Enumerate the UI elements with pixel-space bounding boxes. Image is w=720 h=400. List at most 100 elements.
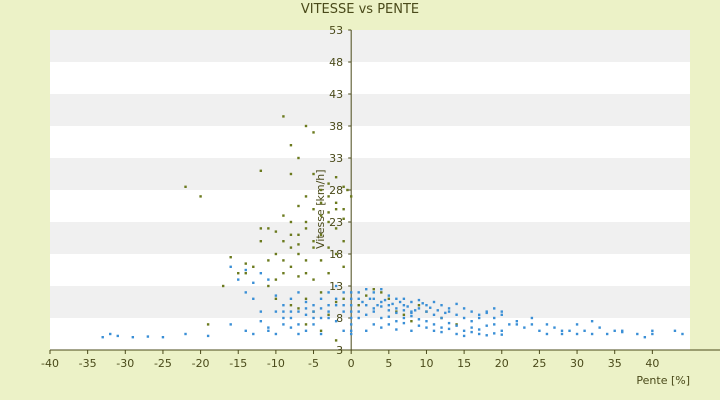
data-point-series-2 [553,326,556,329]
data-point-series-1 [334,201,338,204]
x-axis-title: Pente [%] [636,374,690,387]
x-tick-label: -30 [116,357,134,370]
y-tick-label: 8 [336,312,343,325]
data-point-series-1 [304,272,308,275]
x-tick-label: 20 [495,357,509,370]
data-point-series-2 [402,297,406,300]
data-point-series-2 [575,332,579,336]
data-point-series-2 [530,316,534,320]
data-point-series-2 [410,300,413,304]
data-point-series-2 [229,265,232,268]
data-point-series-2 [395,311,398,315]
data-point-series-1 [244,262,247,265]
data-point-series-2 [417,324,421,327]
data-point-series-1 [282,115,285,118]
data-point-series-2 [613,329,616,332]
data-point-series-2 [455,313,458,316]
data-point-series-2 [500,329,503,332]
data-point-series-1 [289,220,293,224]
data-point-series-1 [327,272,330,275]
data-point-series-2 [368,297,372,300]
data-point-series-2 [131,336,135,339]
data-point-series-2 [387,315,391,318]
data-point-series-2 [101,336,104,339]
data-point-series-2 [515,320,519,323]
grid-band [50,126,690,158]
data-point-series-1 [346,188,349,192]
data-point-series-2 [380,300,383,304]
data-point-series-1 [289,304,293,307]
data-point-series-2 [485,310,488,313]
data-point-series-1 [327,220,330,224]
data-point-series-2 [493,332,496,335]
data-point-series-2 [425,304,428,307]
data-point-series-2 [349,329,353,332]
x-tick-label: 30 [570,357,584,370]
data-point-series-2 [319,316,323,320]
y-tick-label: 23 [329,216,343,229]
data-point-series-2 [530,323,534,326]
data-point-series-1 [319,329,323,332]
data-point-series-2 [402,321,406,325]
data-point-series-2 [252,281,255,284]
data-point-series-2 [365,288,368,291]
data-point-series-2 [485,311,488,315]
data-point-series-2 [357,291,360,294]
data-point-series-2 [673,329,677,332]
data-point-series-2 [440,304,443,307]
data-point-series-2 [470,310,473,313]
data-point-series-2 [349,304,353,307]
data-point-series-2 [523,326,526,329]
data-point-series-2 [417,298,421,302]
data-point-series-1 [184,185,187,188]
data-point-series-1 [304,227,308,230]
data-point-series-2 [361,300,364,304]
data-point-series-2 [372,323,375,326]
data-point-series-2 [395,297,398,300]
data-point-series-2 [244,329,247,332]
data-point-series-2 [417,318,421,321]
data-point-series-2 [267,326,270,329]
data-point-series-1 [274,252,278,256]
data-point-series-1 [365,294,368,297]
data-point-series-2 [425,310,428,313]
data-point-series-2 [357,297,360,300]
data-point-series-2 [312,316,315,320]
data-point-series-2 [395,328,398,331]
data-point-series-2 [477,313,481,316]
data-point-series-2 [349,332,353,336]
data-point-series-2 [440,326,443,329]
y-tick-label: 33 [329,152,343,165]
data-point-series-2 [413,309,417,312]
data-point-series-2 [432,329,436,332]
data-point-series-1 [342,265,345,268]
data-point-series-1 [282,272,285,275]
data-point-series-2 [349,323,353,326]
x-tick-label: 10 [419,357,433,370]
x-tick-label: -20 [192,357,210,370]
data-point-series-2 [402,316,406,320]
data-point-series-2 [398,300,402,304]
data-point-series-2 [440,330,443,334]
y-axis-title: Vitesse [km/h] [314,169,327,249]
data-point-series-1 [297,204,300,208]
data-point-series-2 [372,307,375,310]
data-point-series-2 [485,324,488,327]
data-point-series-2 [334,297,338,300]
data-point-series-2 [297,323,300,326]
data-point-series-1 [304,323,308,326]
data-point-series-1 [334,252,338,256]
data-point-series-1 [312,278,315,281]
grid-band [50,30,690,62]
chart-title: VITESSE vs PENTE [300,2,420,17]
data-point-series-2 [372,291,375,294]
data-point-series-1 [342,217,345,220]
data-point-series-1 [319,291,323,294]
data-point-series-2 [583,329,586,332]
data-point-series-1 [289,172,293,176]
data-point-series-1 [349,195,353,198]
data-point-series-1 [342,297,345,300]
data-point-series-1 [274,297,278,300]
data-point-series-2 [365,304,368,307]
